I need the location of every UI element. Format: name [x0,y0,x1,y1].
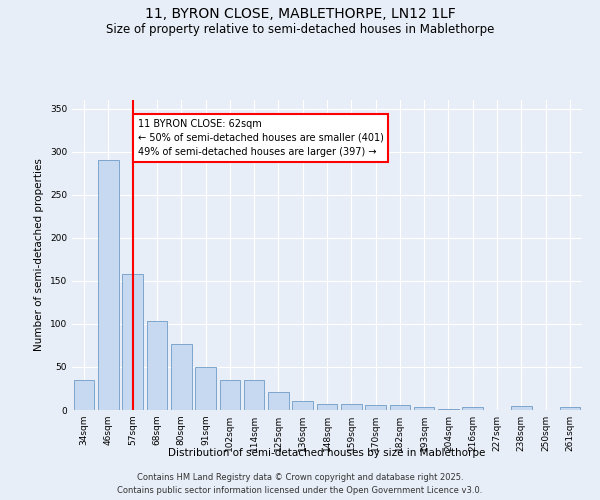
Bar [365,405,386,410]
Bar [438,409,459,410]
Bar [463,406,483,410]
Bar [171,344,191,410]
Bar [560,406,580,410]
Bar [244,380,265,410]
Text: Distribution of semi-detached houses by size in Mablethorpe: Distribution of semi-detached houses by … [169,448,485,458]
Bar [414,406,434,410]
Bar [98,160,119,410]
Bar [511,406,532,410]
Text: Size of property relative to semi-detached houses in Mablethorpe: Size of property relative to semi-detach… [106,22,494,36]
Bar [146,322,167,410]
Bar [122,274,143,410]
Bar [317,404,337,410]
Bar [195,367,216,410]
Y-axis label: Number of semi-detached properties: Number of semi-detached properties [34,158,44,352]
Bar [389,405,410,410]
Text: Contains HM Land Registry data © Crown copyright and database right 2025.
Contai: Contains HM Land Registry data © Crown c… [118,474,482,495]
Bar [74,380,94,410]
Text: 11, BYRON CLOSE, MABLETHORPE, LN12 1LF: 11, BYRON CLOSE, MABLETHORPE, LN12 1LF [145,8,455,22]
Bar [268,392,289,410]
Bar [292,400,313,410]
Text: 11 BYRON CLOSE: 62sqm
← 50% of semi-detached houses are smaller (401)
49% of sem: 11 BYRON CLOSE: 62sqm ← 50% of semi-deta… [137,119,383,157]
Bar [341,404,362,410]
Bar [220,380,240,410]
